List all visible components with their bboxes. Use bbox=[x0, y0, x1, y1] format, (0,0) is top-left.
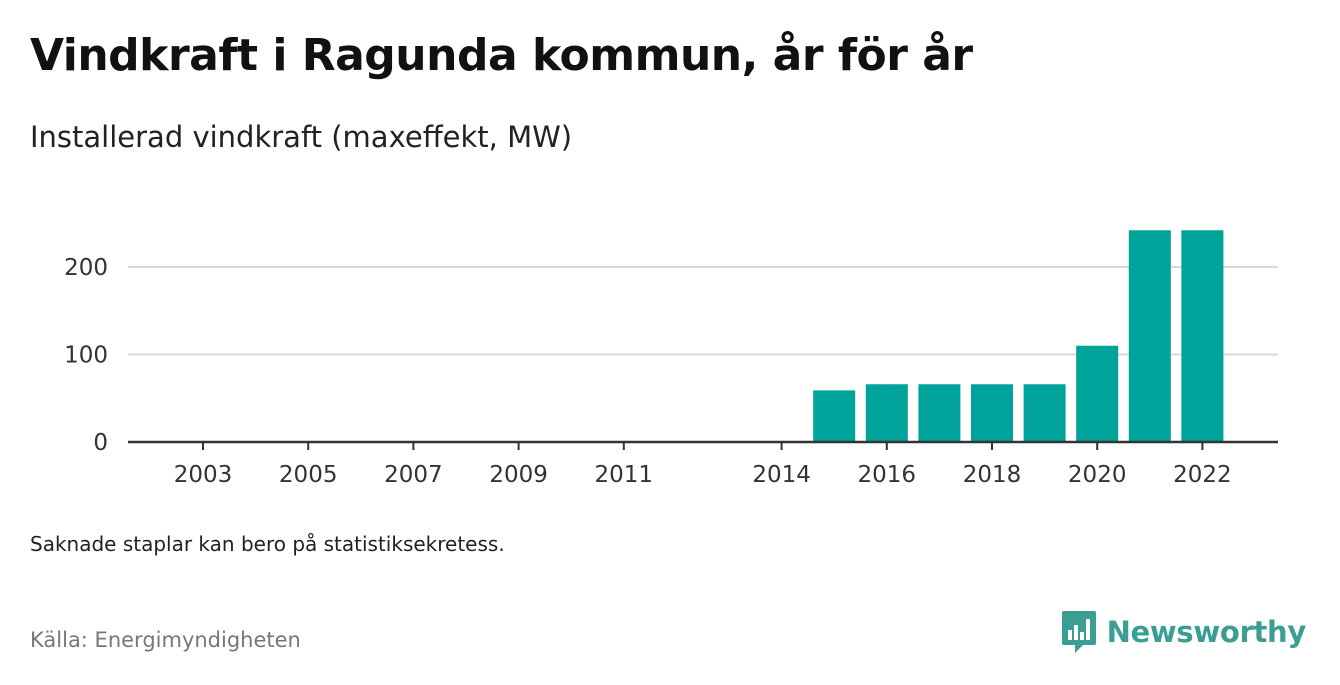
y-tick-label: 200 bbox=[64, 255, 108, 281]
x-tick-label: 2020 bbox=[1068, 462, 1127, 488]
newsworthy-logo-icon bbox=[1061, 611, 1096, 653]
bar-2021 bbox=[1128, 230, 1171, 442]
bar-2018 bbox=[971, 384, 1013, 442]
x-tick-label: 2009 bbox=[489, 462, 548, 488]
x-tick-label: 2007 bbox=[384, 462, 443, 488]
y-tick-label: 100 bbox=[64, 343, 108, 369]
brand-logo: Newsworthy bbox=[1061, 610, 1306, 654]
bar-2017 bbox=[918, 384, 961, 442]
bar-chart: 0 100 200 2003 2005 2007 2009 2011 2014 2016 2018… bbox=[64, 230, 1278, 488]
bar-2019 bbox=[1023, 384, 1066, 442]
x-axis-labels: 2003 2005 2007 2009 2011 2014 2016 2018 2020 2022 bbox=[174, 462, 1232, 488]
x-tick-label: 2018 bbox=[963, 462, 1022, 488]
gridlines bbox=[128, 266, 1278, 356]
x-axis bbox=[128, 440, 1278, 450]
source-label: Källa: Energimyndigheten bbox=[30, 628, 301, 652]
brand-name: Newsworthy bbox=[1106, 615, 1307, 649]
footnote: Saknade staplar kan bero på statistiksek… bbox=[30, 532, 505, 556]
x-tick-label: 2011 bbox=[595, 462, 654, 488]
bar-2015 bbox=[813, 390, 856, 442]
chart-title: Vindkraft i Ragunda kommun, år för år bbox=[30, 30, 973, 81]
bar-2022 bbox=[1181, 230, 1224, 442]
x-tick-label: 2014 bbox=[752, 462, 811, 488]
x-tick-label: 2016 bbox=[858, 462, 917, 488]
y-axis-labels: 0 100 200 bbox=[64, 255, 108, 456]
y-tick-label: 0 bbox=[93, 430, 108, 456]
x-tick-label: 2022 bbox=[1173, 462, 1232, 488]
bar-2020 bbox=[1076, 345, 1119, 442]
x-tick-label: 2003 bbox=[174, 462, 233, 488]
x-tick-label: 2005 bbox=[279, 462, 338, 488]
bar-2016 bbox=[865, 384, 908, 442]
chart-subtitle: Installerad vindkraft (maxeffekt, MW) bbox=[30, 120, 573, 154]
bars bbox=[813, 230, 1224, 442]
